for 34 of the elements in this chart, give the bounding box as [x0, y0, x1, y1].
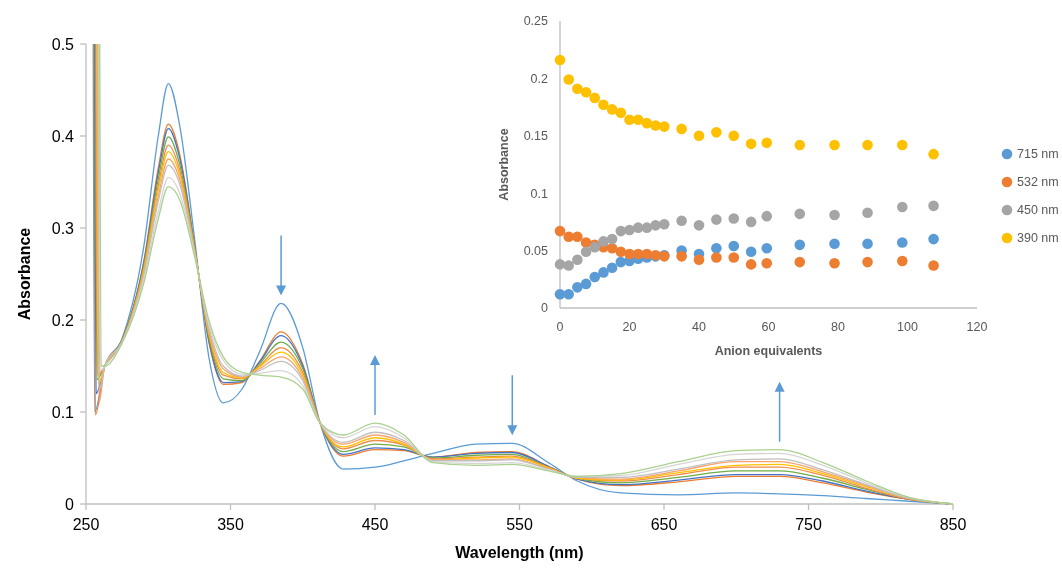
x-tick-label: 80: [831, 319, 845, 334]
x-tick-label: 40: [692, 319, 706, 334]
x-tick-label: 250: [72, 516, 100, 533]
y-tick-label: 0.4: [51, 127, 75, 145]
x-tick-label: 550: [506, 516, 533, 533]
y-tick-label: 0.5: [51, 35, 75, 53]
x-tick-label: 650: [650, 516, 678, 533]
x-tick-label: 120: [966, 319, 988, 334]
legend-label: 532 nm: [1017, 175, 1059, 189]
legend-label: 450 nm: [1017, 203, 1059, 217]
x-tick-label: 750: [795, 516, 822, 533]
y-tick-label: 0.1: [51, 403, 75, 421]
y-axis-title: Absorbance: [16, 227, 33, 321]
x-tick-label: 0: [556, 319, 564, 334]
x-tick-label: 350: [217, 516, 244, 533]
y-tick-label: 0.2: [51, 311, 75, 329]
legend-label: 715 nm: [1017, 147, 1059, 161]
x-axis-title: Wavelength (nm): [455, 544, 584, 561]
y-tick-label: 0.15: [523, 129, 549, 144]
y-tick-label: 0.25: [523, 14, 549, 29]
y-tick-label: 0: [65, 495, 75, 513]
x-tick-label: 850: [939, 516, 967, 533]
y-tick-label: 0.05: [523, 243, 549, 258]
y-axis-title: Absorbance: [496, 128, 511, 201]
legend-label: 390 nm: [1017, 231, 1059, 245]
x-tick-label: 100: [897, 319, 918, 334]
x-tick-label: 20: [622, 319, 637, 334]
x-axis-title: Anion equivalents: [714, 344, 823, 358]
y-tick-label: 0.1: [530, 186, 549, 201]
y-tick-label: 0: [541, 301, 549, 316]
y-tick-label: 0.3: [51, 219, 75, 237]
x-tick-label: 450: [361, 516, 389, 533]
x-tick-label: 60: [761, 319, 776, 334]
y-tick-label: 0.2: [530, 71, 549, 86]
